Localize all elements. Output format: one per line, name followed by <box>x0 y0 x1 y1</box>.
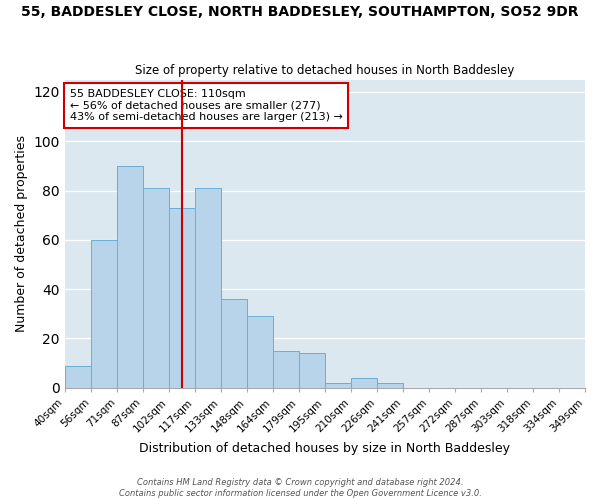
Y-axis label: Number of detached properties: Number of detached properties <box>15 135 28 332</box>
Bar <box>325 383 351 388</box>
Bar <box>65 366 91 388</box>
Bar <box>247 316 273 388</box>
Title: Size of property relative to detached houses in North Baddesley: Size of property relative to detached ho… <box>135 64 515 77</box>
Bar <box>273 351 299 388</box>
Bar <box>221 299 247 388</box>
Text: 55, BADDESLEY CLOSE, NORTH BADDESLEY, SOUTHAMPTON, SO52 9DR: 55, BADDESLEY CLOSE, NORTH BADDESLEY, SO… <box>21 5 579 19</box>
Bar <box>351 378 377 388</box>
Bar <box>195 188 221 388</box>
Bar <box>169 208 195 388</box>
Bar <box>377 383 403 388</box>
Bar <box>117 166 143 388</box>
Text: Contains HM Land Registry data © Crown copyright and database right 2024.
Contai: Contains HM Land Registry data © Crown c… <box>119 478 481 498</box>
Text: 55 BADDESLEY CLOSE: 110sqm
← 56% of detached houses are smaller (277)
43% of sem: 55 BADDESLEY CLOSE: 110sqm ← 56% of deta… <box>70 89 343 122</box>
Bar <box>91 240 117 388</box>
Bar <box>299 354 325 388</box>
X-axis label: Distribution of detached houses by size in North Baddesley: Distribution of detached houses by size … <box>139 442 511 455</box>
Bar <box>143 188 169 388</box>
